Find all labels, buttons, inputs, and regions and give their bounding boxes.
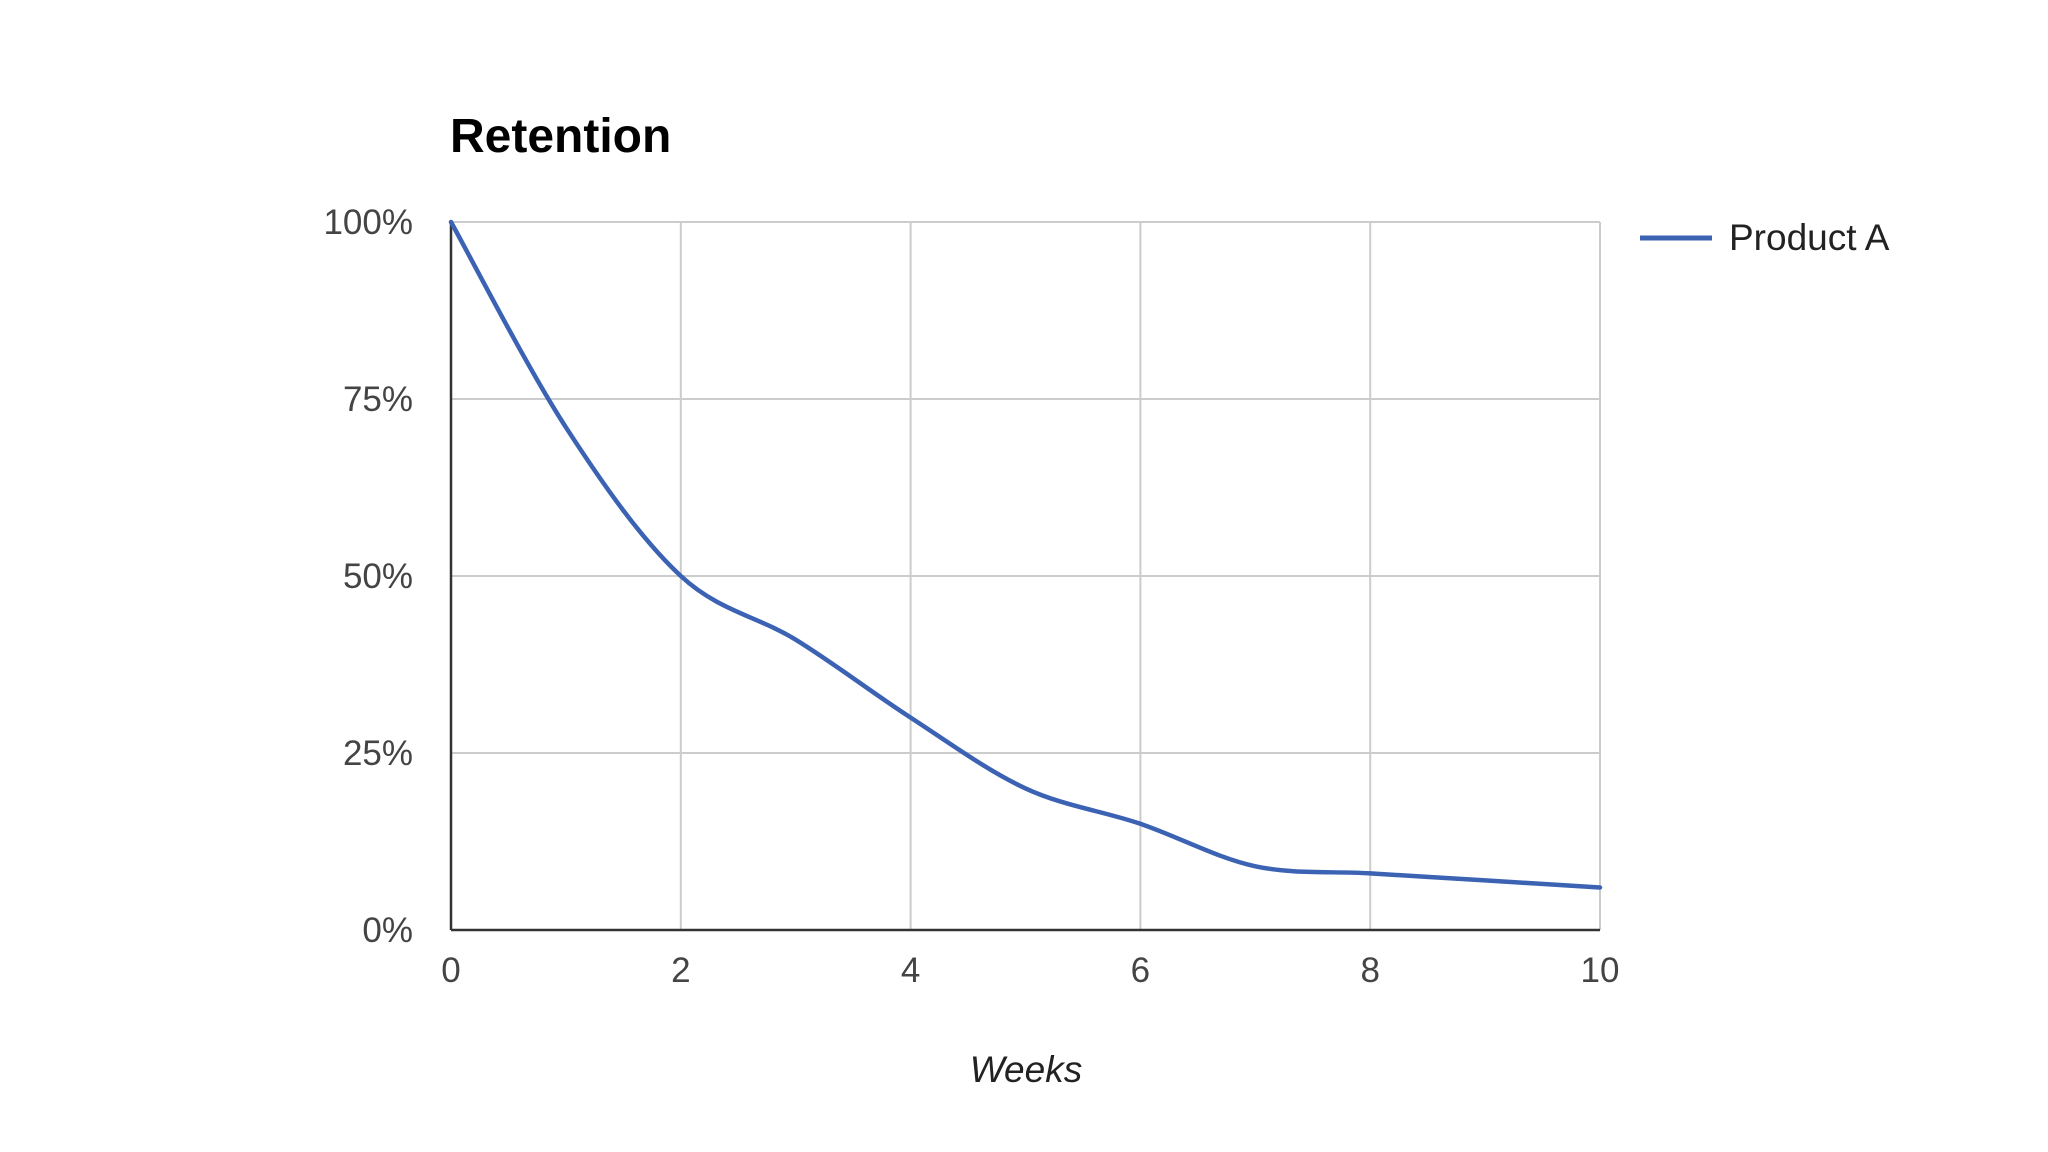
x-tick-label: 2 <box>671 951 690 990</box>
chart-title: Retention <box>450 110 671 163</box>
y-tick-label: 50% <box>343 557 413 596</box>
legend-label: Product A <box>1729 217 1890 258</box>
y-tick-label: 75% <box>343 380 413 419</box>
y-axis-ticks: 0% 25% 50% 75% 100% <box>323 203 413 950</box>
y-tick-label: 100% <box>323 203 413 242</box>
x-axis-ticks: 0 2 4 6 8 10 <box>441 951 1619 990</box>
legend: Product A <box>1640 217 1890 258</box>
x-tick-label: 0 <box>441 951 460 990</box>
y-tick-label: 0% <box>362 911 413 950</box>
x-tick-label: 10 <box>1581 951 1620 990</box>
grid <box>451 221 1601 930</box>
axes <box>449 222 1600 932</box>
x-tick-label: 8 <box>1360 951 1379 990</box>
series-line-1 <box>448 219 1603 890</box>
series-lines <box>448 219 1603 890</box>
x-tick-label: 6 <box>1131 951 1150 990</box>
x-tick-label: 4 <box>901 951 920 990</box>
y-tick-label: 25% <box>343 734 413 773</box>
x-axis-title: Weeks <box>970 1049 1082 1090</box>
